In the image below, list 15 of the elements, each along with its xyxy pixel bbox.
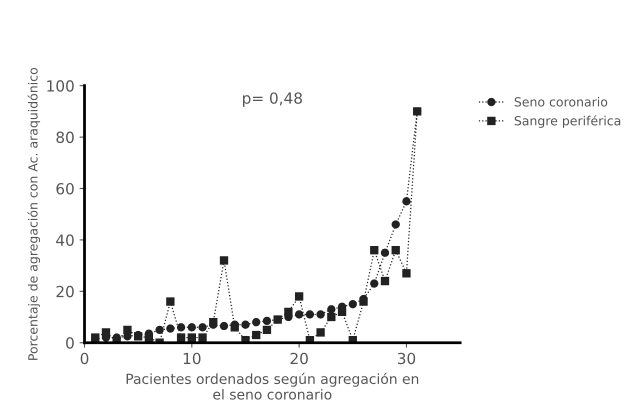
y-tick-label: 60 bbox=[56, 182, 74, 195]
legend-label: Seno coronario bbox=[514, 96, 608, 107]
legend-label: Sangre periférica bbox=[514, 115, 620, 128]
annotation: p= 0,48 bbox=[243, 92, 302, 107]
y-tick-label: 40 bbox=[56, 234, 74, 246]
x-tick-label: 30 bbox=[398, 352, 416, 364]
x-axis-title: Pacientes ordenados según agregación en el seno coronario bbox=[126, 372, 418, 400]
y-tick-label: 100 bbox=[47, 80, 74, 92]
y-axis-title: Porcentaje de agregación con Ac. araquidónico bbox=[27, 68, 40, 360]
x-tick-label: 10 bbox=[184, 352, 201, 364]
y-tick-label: 20 bbox=[56, 286, 74, 298]
x-tick-label: 20 bbox=[290, 352, 308, 364]
y-tick-label: 80 bbox=[56, 132, 74, 144]
x-tick-label: 0 bbox=[80, 352, 88, 364]
y-tick-label: 0 bbox=[66, 337, 74, 349]
